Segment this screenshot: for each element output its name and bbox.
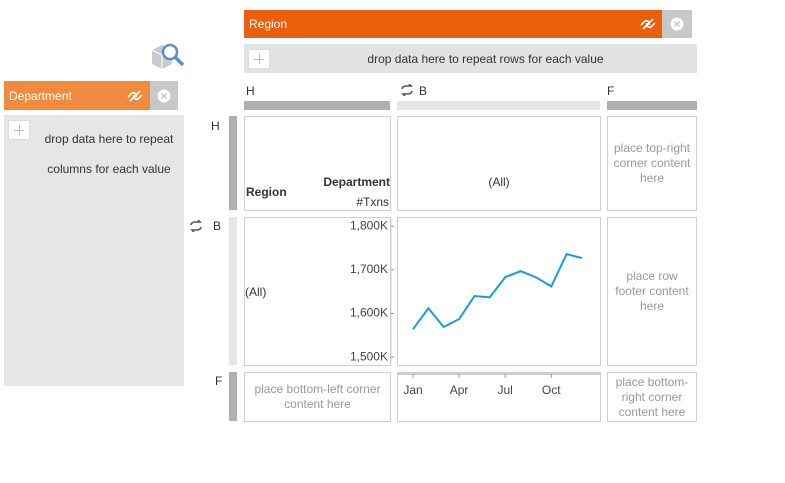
text-line: columns for each value — [47, 162, 171, 176]
row-header: H — [211, 119, 220, 133]
bottom-right-cell: place bottom-right corner content here — [607, 372, 697, 422]
row-drop-zone[interactable]: drop data here to repeat rows for each v… — [244, 44, 697, 73]
row-bar[interactable] — [229, 217, 237, 365]
all-label: (All) — [245, 285, 267, 299]
repeat-icon[interactable] — [189, 220, 203, 232]
add-button[interactable] — [8, 120, 30, 140]
column-header: B — [419, 84, 428, 98]
corner-cell: Region Department #Txns — [244, 116, 391, 211]
row-label: Region — [246, 185, 287, 199]
row-header: B — [213, 219, 222, 233]
repeat-icon[interactable] — [400, 84, 414, 96]
text-line: drop data here to repeat — [44, 132, 174, 146]
row-header: F — [215, 374, 223, 388]
column-bar[interactable] — [397, 101, 600, 110]
region-panel[interactable]: Region — [244, 10, 662, 38]
close-icon — [157, 89, 171, 103]
row-bar[interactable] — [229, 372, 237, 421]
measure-label: #Txns — [356, 195, 389, 209]
column-header: F — [607, 84, 615, 98]
bottom-left-cell: place bottom-left corner content here — [244, 372, 391, 422]
region-label: Region — [249, 17, 288, 31]
x-axis-cell — [397, 372, 601, 422]
department-remove[interactable] — [150, 81, 178, 110]
column-label: Department — [323, 175, 390, 189]
all-label: (All) — [488, 174, 510, 189]
column-header: H — [246, 84, 255, 98]
department-label: Department — [9, 89, 72, 103]
chart-cell — [397, 217, 601, 366]
row-footer-cell: place row footer content here — [607, 217, 697, 366]
region-remove[interactable] — [662, 10, 692, 38]
column-drop-text: drop data here to repeat columns for eac… — [34, 124, 184, 184]
column-drop-zone[interactable]: drop data here to repeat columns for eac… — [4, 115, 184, 386]
department-panel[interactable]: Department — [4, 81, 150, 110]
column-bar[interactable] — [607, 101, 697, 110]
top-right-cell: place top-right corner content here — [607, 116, 697, 211]
link-icon[interactable] — [126, 87, 144, 105]
add-button[interactable] — [248, 49, 270, 69]
row-bar[interactable] — [229, 116, 237, 210]
explore-icon[interactable] — [148, 40, 190, 72]
row-header-cell: (All) — [244, 217, 391, 366]
column-header-cell: (All) — [397, 116, 601, 211]
column-bar[interactable] — [244, 101, 390, 110]
link-icon[interactable] — [639, 15, 657, 33]
row-drop-text: drop data here to repeat rows for each v… — [367, 52, 604, 66]
close-icon — [670, 17, 684, 31]
